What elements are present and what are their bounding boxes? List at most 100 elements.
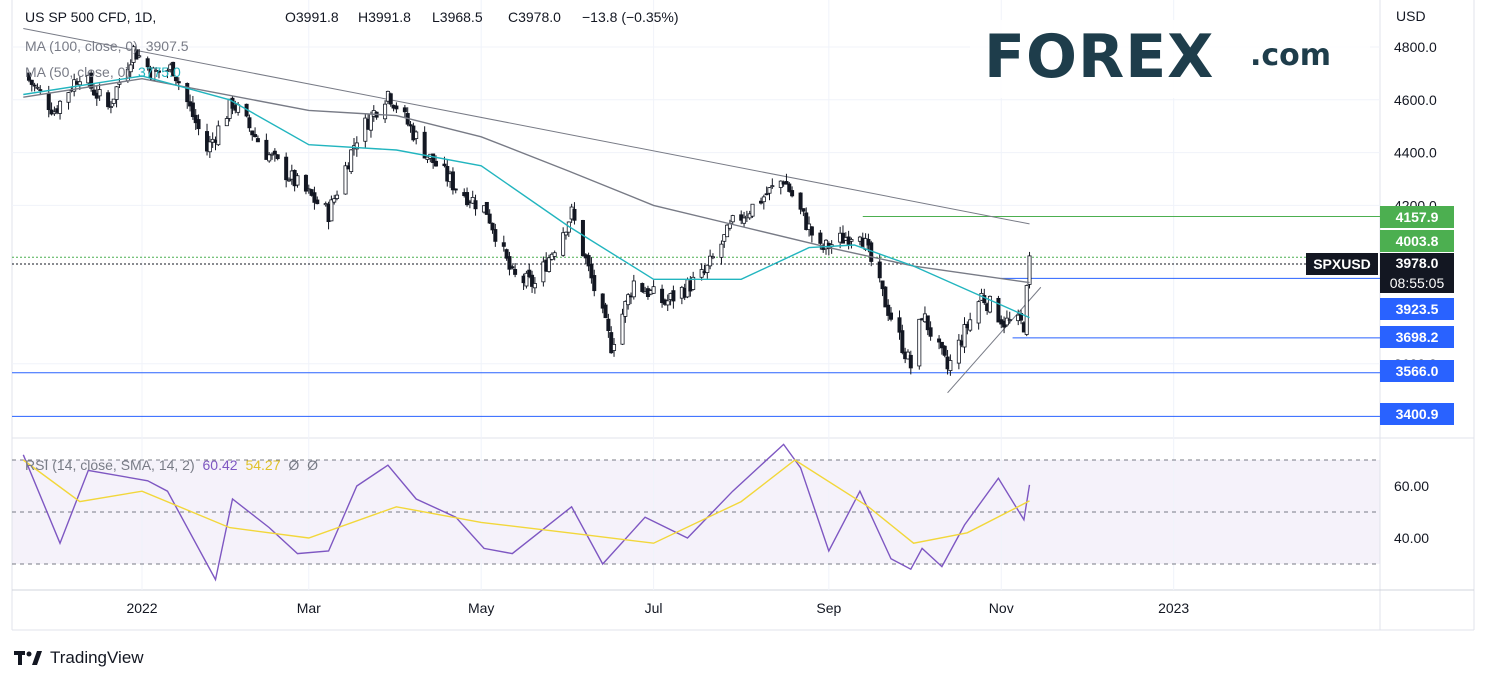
candle-body — [651, 286, 656, 294]
rsi-label: RSI (14, close, SMA, 14, 2) — [25, 457, 195, 473]
ma50-value: 3775.0 — [137, 64, 181, 80]
candle-body — [603, 304, 608, 319]
candle-body — [982, 295, 987, 304]
candle-body — [705, 264, 710, 273]
candle-body — [284, 156, 289, 181]
candle-body — [1004, 317, 1009, 326]
logo-domain: .com — [1250, 38, 1332, 73]
ma100-legend[interactable]: MA (100, close, 0) 3907.5 — [25, 38, 189, 54]
candle-body — [504, 249, 509, 259]
time-tick-label: Jul — [645, 600, 663, 616]
candle-body — [507, 256, 512, 270]
tradingview-brand[interactable]: TradingView — [14, 648, 144, 668]
ma50-legend[interactable]: MA (50, close, 0) 3775.0 — [25, 64, 181, 80]
candle-body — [572, 208, 577, 221]
candle-body — [660, 288, 665, 304]
candle-body — [541, 261, 546, 283]
candle-body — [388, 93, 393, 105]
candle-body — [114, 86, 119, 100]
candle-body — [849, 239, 854, 242]
candle-body — [866, 238, 871, 246]
candle-body — [877, 261, 882, 279]
candle-body — [665, 300, 670, 306]
level-tag-3698: 3698.2 — [1380, 326, 1454, 348]
candle-body — [433, 160, 438, 167]
candle-body — [623, 301, 628, 317]
candle-body — [691, 276, 696, 290]
candle-body — [730, 215, 735, 223]
rsi-series-sma — [22, 459, 1030, 544]
candle-body — [631, 280, 636, 298]
candle-body — [987, 295, 992, 313]
candle-body — [134, 49, 139, 60]
logo-wordmark: FOREX — [984, 22, 1215, 92]
candle-body — [968, 319, 973, 331]
candle-body — [589, 263, 594, 279]
candle-body — [880, 280, 885, 290]
candle-body — [742, 217, 747, 224]
price-tick-label: 4800.0 — [1394, 39, 1437, 55]
time-tick-label: Mar — [297, 600, 321, 616]
candle-body — [224, 118, 229, 127]
candle-body — [91, 89, 96, 96]
candle-body — [719, 243, 724, 258]
candle-body — [1027, 255, 1032, 285]
candle-body — [58, 100, 63, 114]
candle-body — [465, 192, 470, 206]
candle-body — [394, 105, 399, 110]
candle-body — [52, 111, 57, 115]
candle-body — [414, 131, 419, 139]
level-tag-3400: 3400.9 — [1380, 403, 1454, 425]
candle-body — [176, 81, 181, 84]
candle-body — [343, 165, 348, 195]
rsi-legend[interactable]: RSI (14, close, SMA, 14, 2) 60.42 54.27 … — [25, 457, 318, 473]
price-tick-label: 4600.0 — [1394, 92, 1437, 108]
ma50-label: MA (50, close, 0) — [25, 64, 131, 80]
candle-body — [606, 318, 611, 332]
candle-body — [592, 275, 597, 292]
candle-body — [532, 283, 537, 289]
trendline — [23, 28, 1030, 225]
candle-body — [770, 185, 775, 188]
candle-body — [889, 312, 894, 320]
candle-body — [609, 332, 614, 354]
candle-body — [784, 181, 789, 185]
level-tag-3923: 3923.5 — [1380, 298, 1454, 320]
current-price-tag: 3978.0 — [1380, 253, 1454, 273]
level-tag-4003: 4003.8 — [1380, 230, 1454, 252]
candle-body — [1024, 285, 1029, 335]
candle-body — [956, 339, 961, 364]
candle-body — [230, 97, 235, 109]
candle-body — [750, 203, 755, 217]
candle-body — [798, 192, 803, 210]
candle-body — [626, 294, 631, 306]
candle-body — [303, 174, 308, 192]
candle-body — [453, 188, 458, 191]
candle-body — [171, 61, 176, 77]
level-tag-4157: 4157.9 — [1380, 206, 1454, 228]
price-tick-label: 4400.0 — [1394, 145, 1437, 161]
candle-body — [908, 354, 913, 369]
ohlc-change: −13.8 (−0.35%) — [582, 9, 679, 25]
candle-body — [402, 107, 407, 113]
candle-body — [442, 163, 447, 167]
candle-body — [89, 72, 94, 89]
candle-body — [490, 222, 495, 231]
rsi-value: 60.42 — [202, 457, 238, 473]
candle-body — [255, 138, 260, 143]
time-tick-label: May — [468, 600, 494, 616]
candle-body — [764, 193, 769, 196]
candle-body — [501, 242, 506, 247]
ohlc-close: C3978.0 — [508, 9, 561, 25]
candle-body — [563, 231, 568, 236]
candle-body — [976, 301, 981, 324]
candle-body — [190, 102, 195, 118]
candle-body — [111, 98, 116, 104]
candle-body — [725, 224, 730, 238]
candle-body — [809, 226, 814, 236]
rsi-tick-40: 40.00 — [1394, 530, 1430, 546]
candle-body — [787, 183, 792, 192]
candle-body — [128, 64, 133, 73]
time-tick-label: 2023 — [1158, 600, 1189, 616]
